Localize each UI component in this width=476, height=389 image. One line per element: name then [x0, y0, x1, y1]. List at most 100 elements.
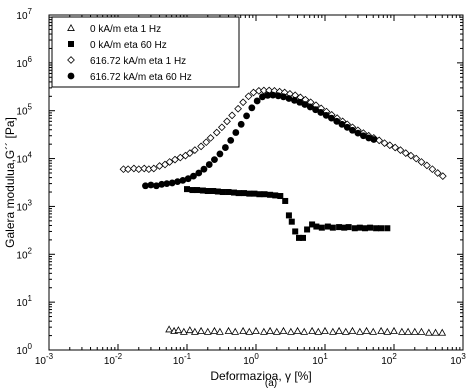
- data-point: [341, 327, 350, 335]
- data-point: [261, 191, 268, 198]
- data-point: [438, 328, 447, 336]
- data-point: [264, 91, 272, 99]
- data-point: [306, 103, 314, 111]
- data-point: [296, 234, 303, 241]
- data-point: [423, 161, 431, 170]
- data-point: [431, 328, 440, 336]
- data-point: [279, 326, 288, 334]
- data-point: [227, 136, 235, 144]
- chart-caption: (a): [265, 378, 277, 389]
- data-point: [354, 129, 362, 137]
- data-point: [197, 142, 205, 151]
- data-point: [385, 141, 394, 150]
- data-point: [147, 181, 155, 189]
- legend-label: 0 kA/m eta 60 Hz: [90, 40, 167, 51]
- data-point: [152, 182, 160, 190]
- data-point: [286, 327, 295, 335]
- plot-frame: [48, 14, 464, 351]
- data-point: [277, 193, 284, 200]
- x-tick-label: 10-2: [104, 352, 123, 367]
- data-point: [232, 129, 240, 136]
- data-point: [214, 188, 221, 195]
- data-point: [309, 221, 316, 228]
- data-point: [190, 172, 197, 180]
- legend-label: 616.72 kA/m eta 1 Hz: [90, 56, 186, 67]
- x-tick-label: 10-3: [35, 352, 54, 367]
- data-point: [253, 97, 261, 105]
- y-tick-label: 105: [16, 103, 32, 118]
- data-point: [252, 326, 260, 334]
- data-point: [225, 189, 232, 196]
- data-point: [171, 155, 179, 164]
- data-point: [433, 169, 442, 177]
- data-point: [383, 327, 392, 335]
- data-point: [240, 190, 247, 197]
- data-point: [378, 225, 385, 232]
- data-point: [308, 326, 316, 334]
- data-point: [362, 225, 369, 232]
- data-point: [163, 180, 171, 187]
- y-tick-label: 103: [16, 198, 32, 213]
- data-point: [267, 191, 274, 198]
- data-point: [190, 146, 199, 155]
- x-tick-label: 100: [243, 352, 259, 367]
- data-point: [185, 149, 194, 157]
- data-point: [300, 234, 307, 241]
- data-point: [362, 326, 371, 334]
- y-tick-label: 101: [16, 294, 32, 309]
- data-point: [373, 225, 380, 232]
- data-point: [351, 225, 358, 232]
- data-point: [165, 325, 173, 333]
- data-point: [161, 160, 169, 169]
- data-point: [199, 187, 206, 194]
- data-point: [313, 223, 320, 230]
- data-point: [321, 326, 329, 334]
- data-point: [224, 326, 233, 334]
- data-point: [438, 172, 447, 180]
- data-point: [288, 218, 295, 225]
- y-axis-title: Galera modulua,G´´ [Pa]: [3, 117, 17, 248]
- data-point: [365, 134, 373, 142]
- data-point: [190, 327, 199, 335]
- data-point: [216, 150, 224, 158]
- data-point: [380, 139, 389, 148]
- tick-layer: 10-3 10-2 10-1 100 101 102 103 100 101 102 103 104 1…: [16, 7, 466, 367]
- data-point: [322, 111, 330, 119]
- data-point: [266, 326, 274, 334]
- data-point: [269, 91, 277, 99]
- data-point: [417, 158, 426, 166]
- data-point: [248, 104, 256, 112]
- legend-label: 616.72 kA/m eta 60 Hz: [90, 72, 192, 83]
- data-point: [314, 327, 323, 335]
- data-point: [397, 327, 406, 335]
- x-tick-label: 103: [450, 352, 466, 367]
- data-point: [318, 224, 325, 231]
- data-point: [293, 326, 302, 334]
- data-point: [185, 326, 194, 334]
- data-point: [184, 186, 190, 193]
- x-tick-label: 102: [381, 352, 397, 367]
- data-point: [401, 149, 410, 157]
- data-point: [407, 151, 415, 160]
- data-point: [239, 98, 247, 107]
- data-point: [256, 191, 263, 198]
- data-point: [212, 128, 221, 137]
- data-point: [329, 224, 336, 231]
- data-point: [404, 327, 412, 335]
- data-point: [235, 190, 242, 197]
- data-point: [221, 144, 229, 151]
- data-point: [290, 96, 298, 104]
- data-point: [223, 117, 231, 126]
- data-point: [124, 165, 132, 174]
- series-1: [184, 186, 391, 241]
- data-point: [231, 327, 240, 335]
- data-point: [259, 93, 266, 101]
- data-point: [359, 132, 367, 140]
- data-point: [189, 187, 196, 194]
- data-point: [244, 92, 253, 101]
- data-point: [341, 224, 348, 231]
- data-point: [217, 123, 226, 132]
- data-point: [396, 146, 405, 155]
- data-point: [412, 154, 421, 163]
- legend-box: [51, 16, 240, 88]
